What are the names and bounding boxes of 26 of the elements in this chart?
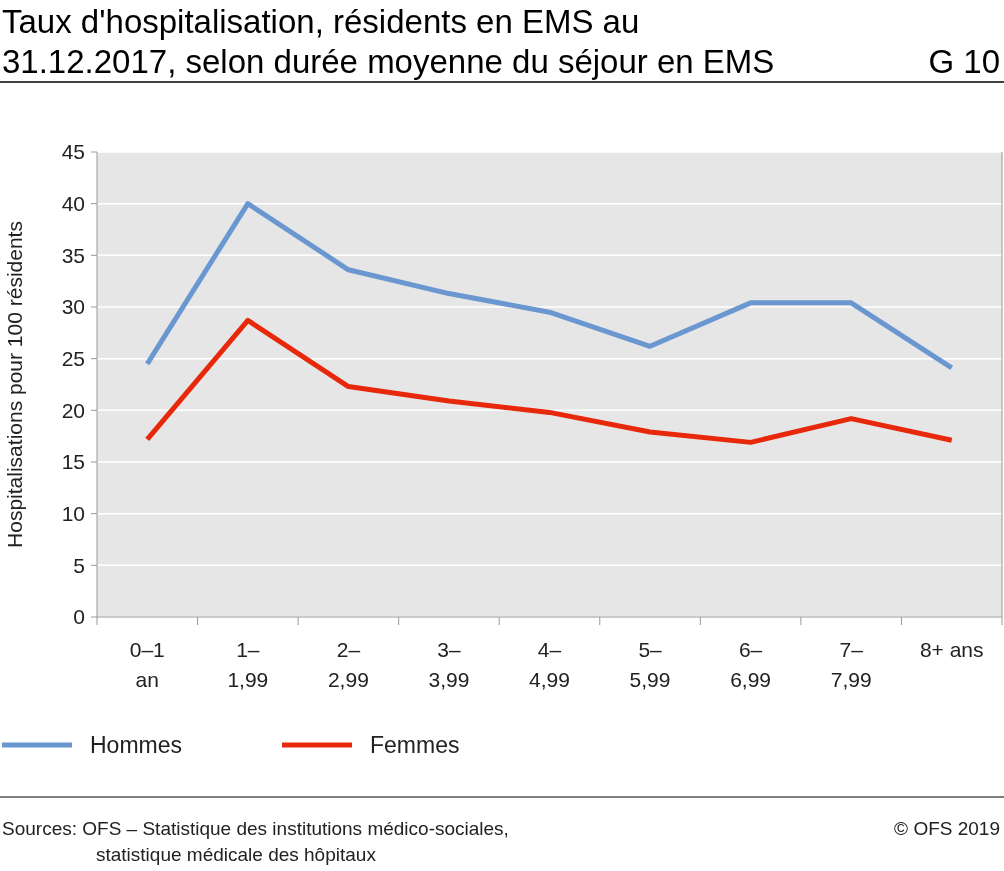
x-tick-label: 7– 7,99 [830,638,872,691]
y-tick-label: 35 [61,243,85,267]
y-tick-label: 0 [73,605,85,629]
y-tick-label: 25 [61,347,85,371]
y-tick-label: 40 [61,192,85,216]
legend-label: Femmes [370,732,460,759]
x-tick-label: 1– 1,99 [227,638,269,691]
legend-label: Hommes [90,732,183,759]
x-tick-label: 0–1 an [129,638,165,691]
x-tick-label: 8+ ans [919,638,984,661]
source-note: Sources: OFS – Statistique des institutions médico-sociales, statistique médicale des hôpitaux [2,818,509,865]
x-tick-label: 5– 5,99 [629,638,671,691]
x-tick-label: 2– 2,99 [327,638,369,691]
y-tick-label: 20 [61,398,85,422]
chart-title: Taux d'hospitalisation, résidents en EMS au 31.12.2017, selon durée moyenne du séjour en EMS [2,3,775,80]
y-tick-label: 30 [61,295,85,319]
y-tick-label: 5 [73,553,85,577]
x-tick-label: 6– 6,99 [730,638,772,691]
text: © OFS 2019 [894,818,1000,839]
y-axis-title: Hospitalisations pour 100 résidents [3,221,26,548]
y-tick-label: 45 [61,140,85,164]
x-tick-label: 3– 3,99 [428,638,470,691]
y-tick-label: 10 [61,502,85,526]
y-tick-label: 15 [61,450,85,474]
x-tick-label: 4– 4,99 [529,638,570,691]
text: G 10 [928,43,1000,80]
